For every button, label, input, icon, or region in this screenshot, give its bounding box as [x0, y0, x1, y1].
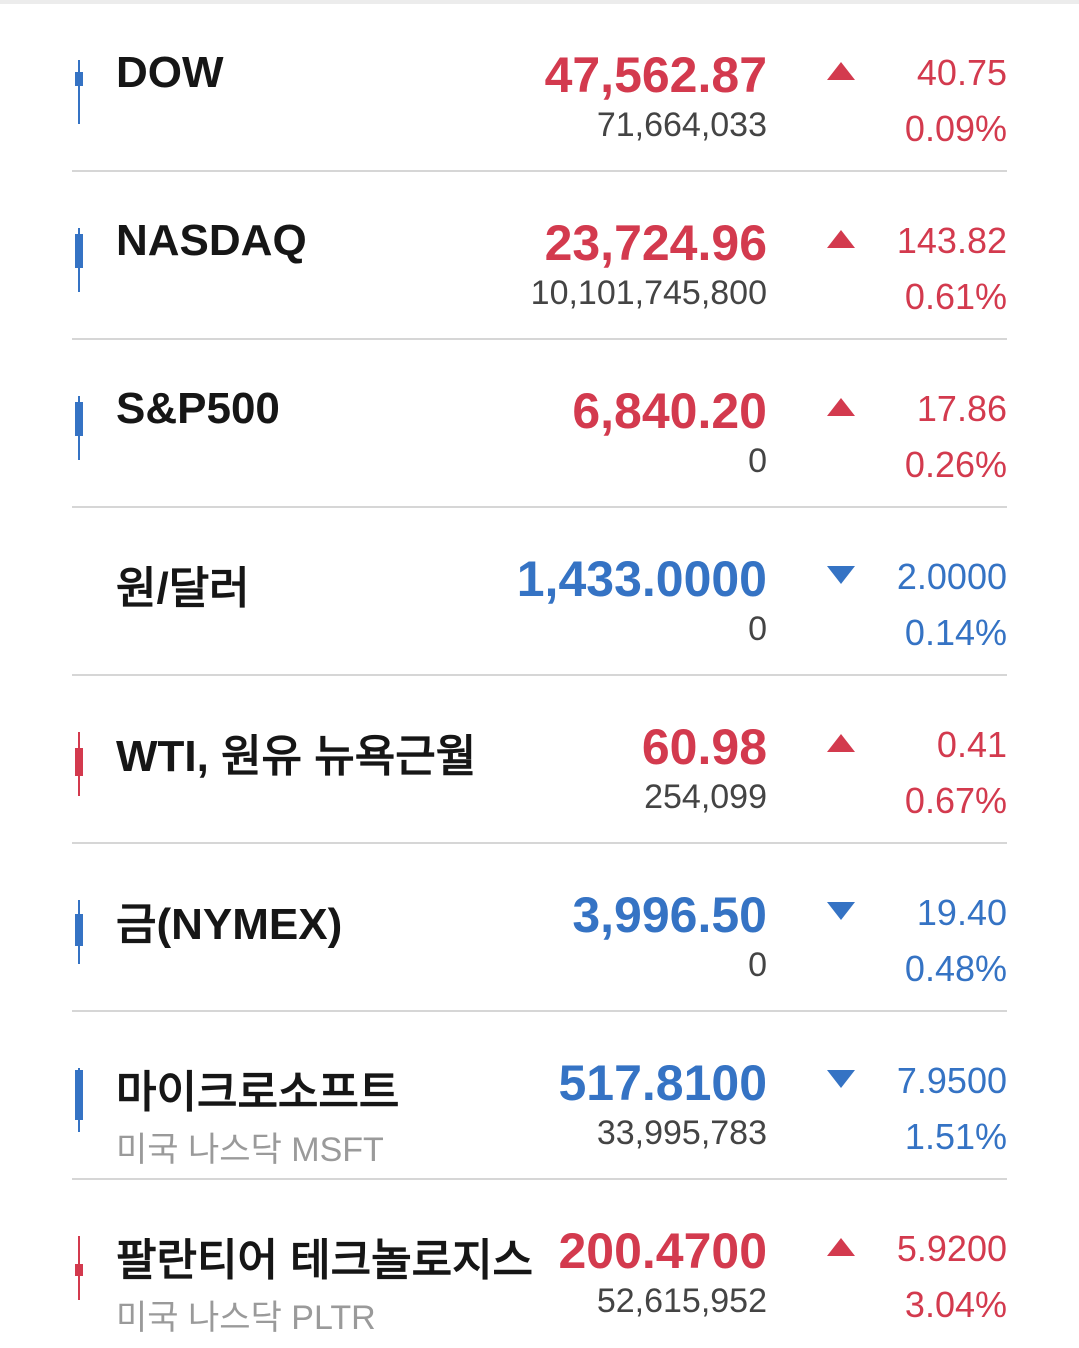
- market-row-krw-usd[interactable]: 원/달러 1,433.0000 0 2.0000 0.14%: [0, 508, 1079, 676]
- market-price: 3,996.50: [572, 887, 767, 943]
- market-name: WTI, 원유 뉴욕근월: [116, 732, 477, 781]
- price-change: 143.82: [896, 220, 1007, 261]
- market-row-gold[interactable]: 금(NYMEX) 3,996.50 0 19.40 0.48%: [0, 844, 1079, 1012]
- price-change: 7.9500: [896, 1060, 1007, 1101]
- price-change: 19.40: [916, 892, 1007, 933]
- market-price: 200.4700: [558, 1223, 767, 1279]
- row-divider: [72, 842, 1007, 844]
- percent-change: 0.67%: [904, 780, 1007, 821]
- market-name: 마이크로소프트: [116, 1068, 400, 1117]
- market-row-nasdaq[interactable]: NASDAQ 23,724.96 10,101,745,800 143.82 0…: [0, 172, 1079, 340]
- market-volume: 0: [748, 442, 767, 480]
- triangle-down-icon: [827, 1070, 855, 1088]
- market-exchange: 미국 나스닥 PLTR: [116, 1299, 376, 1337]
- market-row-msft[interactable]: 마이크로소프트 미국 나스닥 MSFT 517.8100 33,995,783 …: [0, 1012, 1079, 1180]
- market-volume: 52,615,952: [596, 1282, 767, 1320]
- price-change: 5.9200: [896, 1228, 1007, 1269]
- market-price: 47,562.87: [544, 47, 767, 103]
- market-row-pltr[interactable]: 팔란티어 테크놀로지스 미국 나스닥 PLTR 200.4700 52,615,…: [0, 1180, 1079, 1348]
- candlestick-icon: [72, 228, 86, 292]
- row-divider: [72, 506, 1007, 508]
- market-volume: 10,101,745,800: [530, 274, 767, 312]
- price-change: 2.0000: [896, 556, 1007, 597]
- market-price: 23,724.96: [544, 215, 767, 271]
- market-exchange: 미국 나스닥 MSFT: [116, 1131, 384, 1169]
- market-volume: 0: [748, 946, 767, 984]
- market-volume: 33,995,783: [596, 1114, 767, 1152]
- triangle-up-icon: [827, 398, 855, 416]
- percent-change: 0.14%: [904, 612, 1007, 653]
- price-change: 0.41: [936, 724, 1007, 765]
- market-row-dow[interactable]: DOW 47,562.87 71,664,033 40.75 0.09%: [0, 4, 1079, 172]
- row-divider: [72, 338, 1007, 340]
- row-divider: [72, 170, 1007, 172]
- percent-change: 0.61%: [904, 276, 1007, 317]
- percent-change: 1.51%: [904, 1116, 1007, 1157]
- market-volume: 0: [748, 610, 767, 648]
- market-name: 팔란티어 테크놀로지스: [116, 1236, 534, 1285]
- market-price: 60.98: [641, 719, 767, 775]
- market-row-wti[interactable]: WTI, 원유 뉴욕근월 60.98 254,099 0.41 0.67%: [0, 676, 1079, 844]
- percent-change: 0.09%: [904, 108, 1007, 149]
- triangle-down-icon: [827, 566, 855, 584]
- triangle-up-icon: [827, 62, 855, 80]
- candlestick-icon: [72, 60, 86, 124]
- market-index-list: DOW 47,562.87 71,664,033 40.75 0.09% NAS…: [0, 4, 1079, 1348]
- market-price: 517.8100: [558, 1055, 767, 1111]
- market-price: 6,840.20: [572, 383, 767, 439]
- market-name: S&P500: [116, 384, 280, 433]
- top-divider: [0, 0, 1079, 4]
- price-change: 17.86: [916, 388, 1007, 429]
- candlestick-icon: [72, 1068, 86, 1132]
- row-divider: [72, 1010, 1007, 1012]
- percent-change: 0.26%: [904, 444, 1007, 485]
- percent-change: 3.04%: [904, 1284, 1007, 1325]
- market-price: 1,433.0000: [516, 551, 767, 607]
- market-row-sp500[interactable]: S&P500 6,840.20 0 17.86 0.26%: [0, 340, 1079, 508]
- candlestick-icon: [72, 1236, 86, 1300]
- percent-change: 0.48%: [904, 948, 1007, 989]
- market-name: 원/달러: [116, 564, 250, 613]
- triangle-up-icon: [827, 1238, 855, 1256]
- candlestick-icon: [72, 732, 86, 796]
- market-name: DOW: [116, 48, 224, 97]
- price-change: 40.75: [916, 52, 1007, 93]
- market-volume: 254,099: [644, 778, 767, 816]
- market-name: 금(NYMEX): [116, 900, 343, 949]
- candlestick-icon: [72, 396, 86, 460]
- row-divider: [72, 674, 1007, 676]
- market-volume: 71,664,033: [596, 106, 767, 144]
- candlestick-icon: [72, 900, 86, 964]
- row-divider: [72, 1178, 1007, 1180]
- triangle-down-icon: [827, 902, 855, 920]
- triangle-up-icon: [827, 734, 855, 752]
- triangle-up-icon: [827, 230, 855, 248]
- market-name: NASDAQ: [116, 216, 307, 265]
